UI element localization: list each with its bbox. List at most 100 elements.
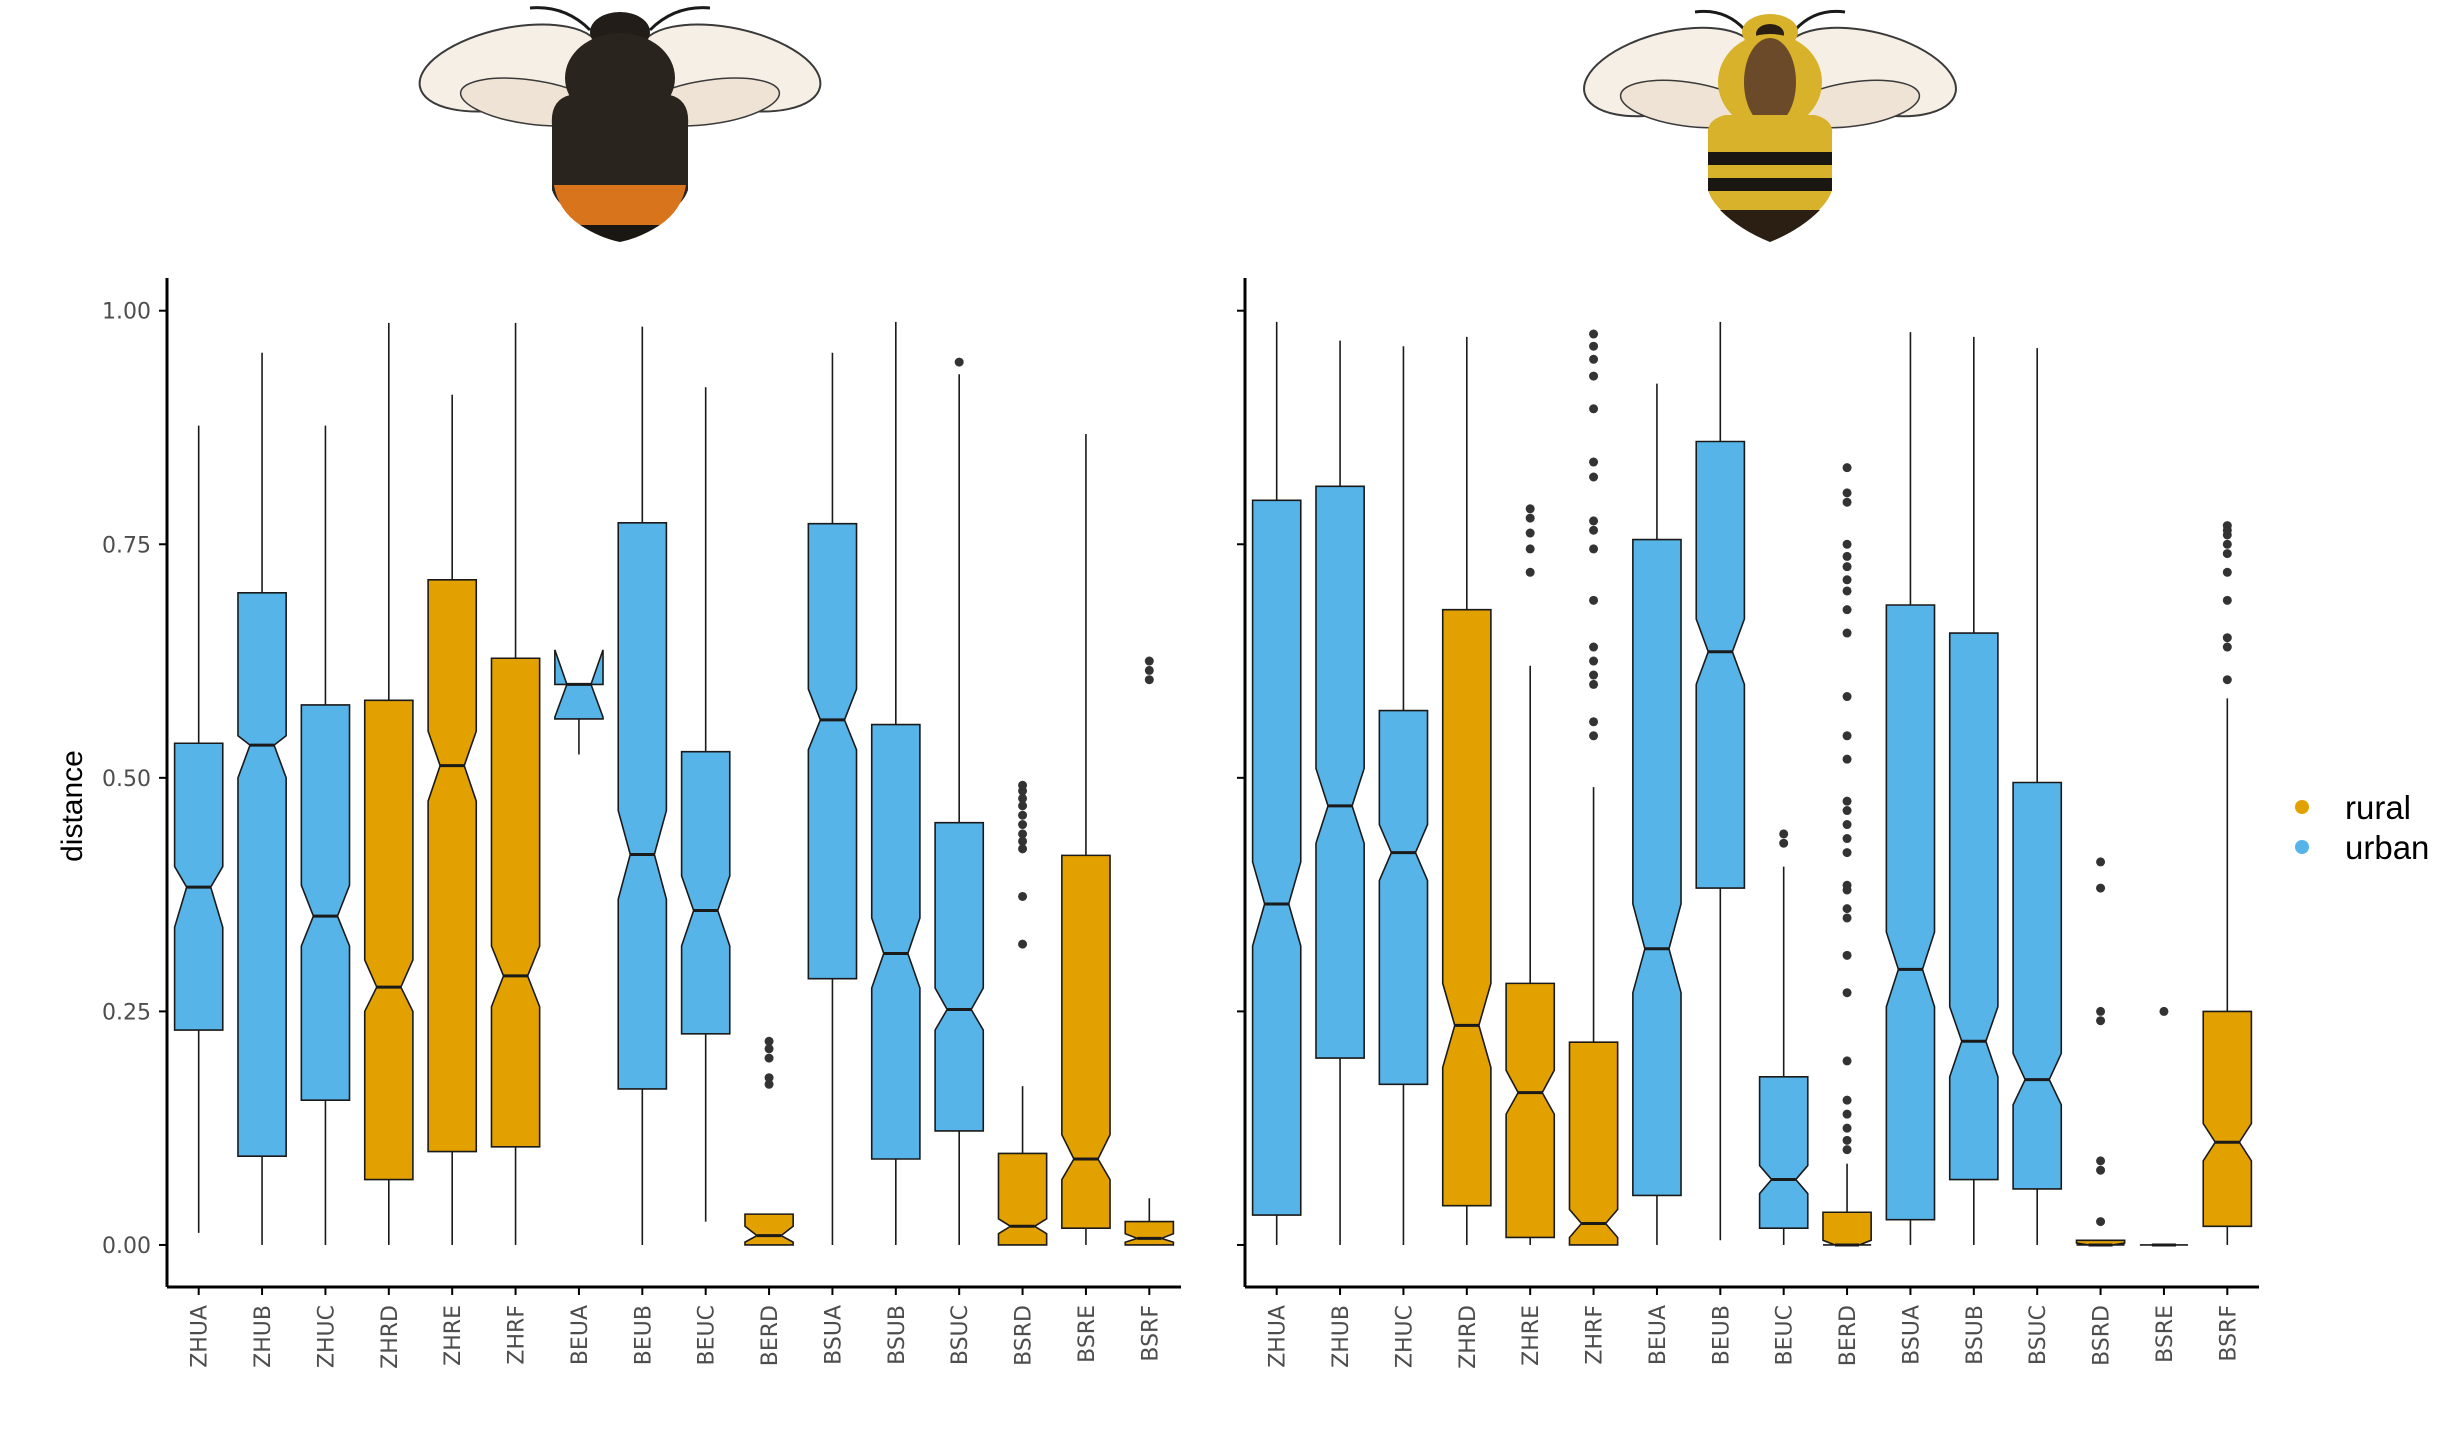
left-bsuc-box — [934, 821, 985, 1132]
left-zhuc-x-tick-label: ZHUC — [314, 1305, 339, 1368]
right-berd-outlier — [1842, 904, 1852, 914]
left-zhre-x-tick-label: ZHRE — [441, 1305, 466, 1366]
left-bsrd-outlier — [1018, 836, 1028, 846]
yellow-banded-bumblebee-icon — [1583, 9, 1957, 242]
right-zhuc-box — [1378, 709, 1429, 1086]
right-bsrd-outlier — [2096, 1217, 2106, 1227]
right-zhrf-outlier — [1589, 544, 1599, 554]
left-bsrd-outlier — [1018, 939, 1028, 949]
right-zhrf-outlier — [1589, 472, 1599, 482]
left-bsrd-outlier — [1018, 829, 1028, 839]
left-zhrd-x-tick-label: ZHRD — [378, 1305, 403, 1369]
right-bsrf-box — [2202, 1010, 2253, 1228]
left-bsrd-box — [997, 1152, 1048, 1246]
left-y-tick-label: 0.00 — [102, 1234, 151, 1259]
right-berd-outlier — [1842, 880, 1852, 890]
right-berd-outlier — [1842, 575, 1852, 585]
right-berd-outlier — [1842, 806, 1852, 816]
right-zhrf-outlier — [1589, 679, 1599, 689]
left-y-tick-label: 1.00 — [102, 300, 151, 325]
right-zhrf-outlier — [1589, 731, 1599, 741]
right-bsrf-outlier — [2222, 567, 2232, 577]
right-zhre-outlier — [1525, 544, 1535, 554]
right-zhrf-x-tick-label: ZHRF — [1583, 1305, 1608, 1365]
right-bsuc-box — [2012, 781, 2063, 1190]
left-berd-x-tick-label: BERD — [758, 1305, 783, 1366]
left-bsua-x-tick-label: BSUA — [821, 1305, 846, 1365]
right-berd-outlier — [1842, 605, 1852, 615]
left-y-tick-label: 0.50 — [102, 767, 151, 792]
right-zhrf-outlier — [1589, 404, 1599, 414]
left-zhrd-box — [363, 699, 414, 1181]
right-zhua-box — [1251, 499, 1302, 1216]
right-berd-outlier — [1842, 497, 1852, 507]
y-axis-title: distance — [56, 750, 89, 862]
left-beuc-box — [680, 750, 731, 1035]
right-bsre-outlier — [2159, 1006, 2169, 1016]
right-bsrd-x-tick-label: BSRD — [2090, 1305, 2115, 1366]
right-zhuc-x-tick-label: ZHUC — [1392, 1305, 1417, 1368]
right-berd-box — [1822, 1211, 1872, 1246]
right-bsrf-x-tick-label: BSRF — [2216, 1305, 2241, 1362]
right-berd-outlier — [1842, 488, 1852, 498]
left-bsua-box — [807, 522, 858, 980]
right-zhrf-outlier — [1589, 642, 1599, 652]
left-beuc-x-tick-label: BEUC — [695, 1305, 720, 1365]
left-berd-outlier — [764, 1053, 774, 1063]
right-berd-outlier — [1842, 988, 1852, 998]
left-bsrd-outlier — [1018, 801, 1028, 811]
left-beua-x-tick-label: BEUA — [568, 1305, 593, 1365]
right-bsrd-outlier — [2096, 883, 2106, 893]
dark-bumblebee-red-tail-icon — [418, 6, 822, 242]
right-zhrf-outlier — [1589, 525, 1599, 535]
right-zhre-outlier — [1525, 528, 1535, 538]
right-beua-x-tick-label: BEUA — [1646, 1305, 1671, 1365]
right-bsrf-outlier — [2222, 539, 2232, 549]
right-bsua-box — [1885, 604, 1936, 1221]
left-boxes — [173, 321, 1175, 1246]
right-x-ticks: ZHUA ZHUB ZHUC ZHRD ZHRE ZHRF BEUA BEUB BEUC BERD… — [1266, 1287, 2241, 1369]
left-zhrf-box — [490, 657, 541, 1148]
right-y-ticks — [1237, 309, 1245, 1246]
right-beuc-outlier — [1779, 829, 1789, 839]
right-zhrf-outlier — [1589, 354, 1599, 364]
left-bsrd-outlier — [1018, 891, 1028, 901]
right-berd-outlier — [1842, 796, 1852, 806]
left-zhrf-x-tick-label: ZHRF — [505, 1305, 530, 1365]
left-bsrf-box — [1124, 1220, 1175, 1246]
right-zhrf-outlier — [1589, 457, 1599, 467]
left-berd-outlier — [764, 1044, 774, 1054]
right-berd-outlier — [1842, 820, 1852, 830]
right-beub-box — [1695, 440, 1746, 889]
right-zhrf-outlier — [1589, 341, 1599, 351]
left-berd-outlier — [764, 1073, 774, 1083]
legend: rural urban — [2295, 789, 2429, 866]
left-berd-outlier — [764, 1079, 774, 1089]
right-berd-outlier — [1842, 1095, 1852, 1105]
right-zhre-outlier — [1525, 504, 1535, 514]
left-y-ticks: 0.00 0.25 0.50 0.75 1.00 — [102, 300, 167, 1259]
right-beuc-box — [1758, 1075, 1809, 1229]
right-berd-outlier — [1842, 950, 1852, 960]
right-zhre-outlier — [1525, 567, 1535, 577]
left-bsrd-x-tick-label: BSRD — [1012, 1305, 1037, 1366]
right-beub-x-tick-label: BEUB — [1709, 1305, 1734, 1365]
right-berd-outlier — [1842, 551, 1852, 561]
right-zhub-box — [1315, 485, 1365, 1059]
right-zhre-box — [1505, 982, 1556, 1239]
left-bsrf-x-tick-label: BSRF — [1138, 1305, 1163, 1362]
left-zhua-x-tick-label: ZHUA — [188, 1305, 213, 1368]
right-berd-outlier — [1842, 463, 1852, 473]
right-bsrd-outlier — [2096, 1006, 2106, 1016]
left-bsrf-outlier — [1144, 656, 1154, 666]
right-zhua-x-tick-label: ZHUA — [1266, 1305, 1291, 1368]
right-bsub-box — [1948, 632, 1999, 1181]
right-berd-outlier — [1842, 1135, 1852, 1145]
right-zhrf-box — [1568, 1041, 1619, 1246]
right-berd-outlier — [1842, 913, 1852, 923]
left-bsrd-outlier — [1018, 810, 1028, 820]
right-berd-outlier — [1842, 1123, 1852, 1133]
left-beub-x-tick-label: BEUB — [631, 1305, 656, 1365]
left-bsuc-x-tick-label: BSUC — [948, 1305, 973, 1365]
